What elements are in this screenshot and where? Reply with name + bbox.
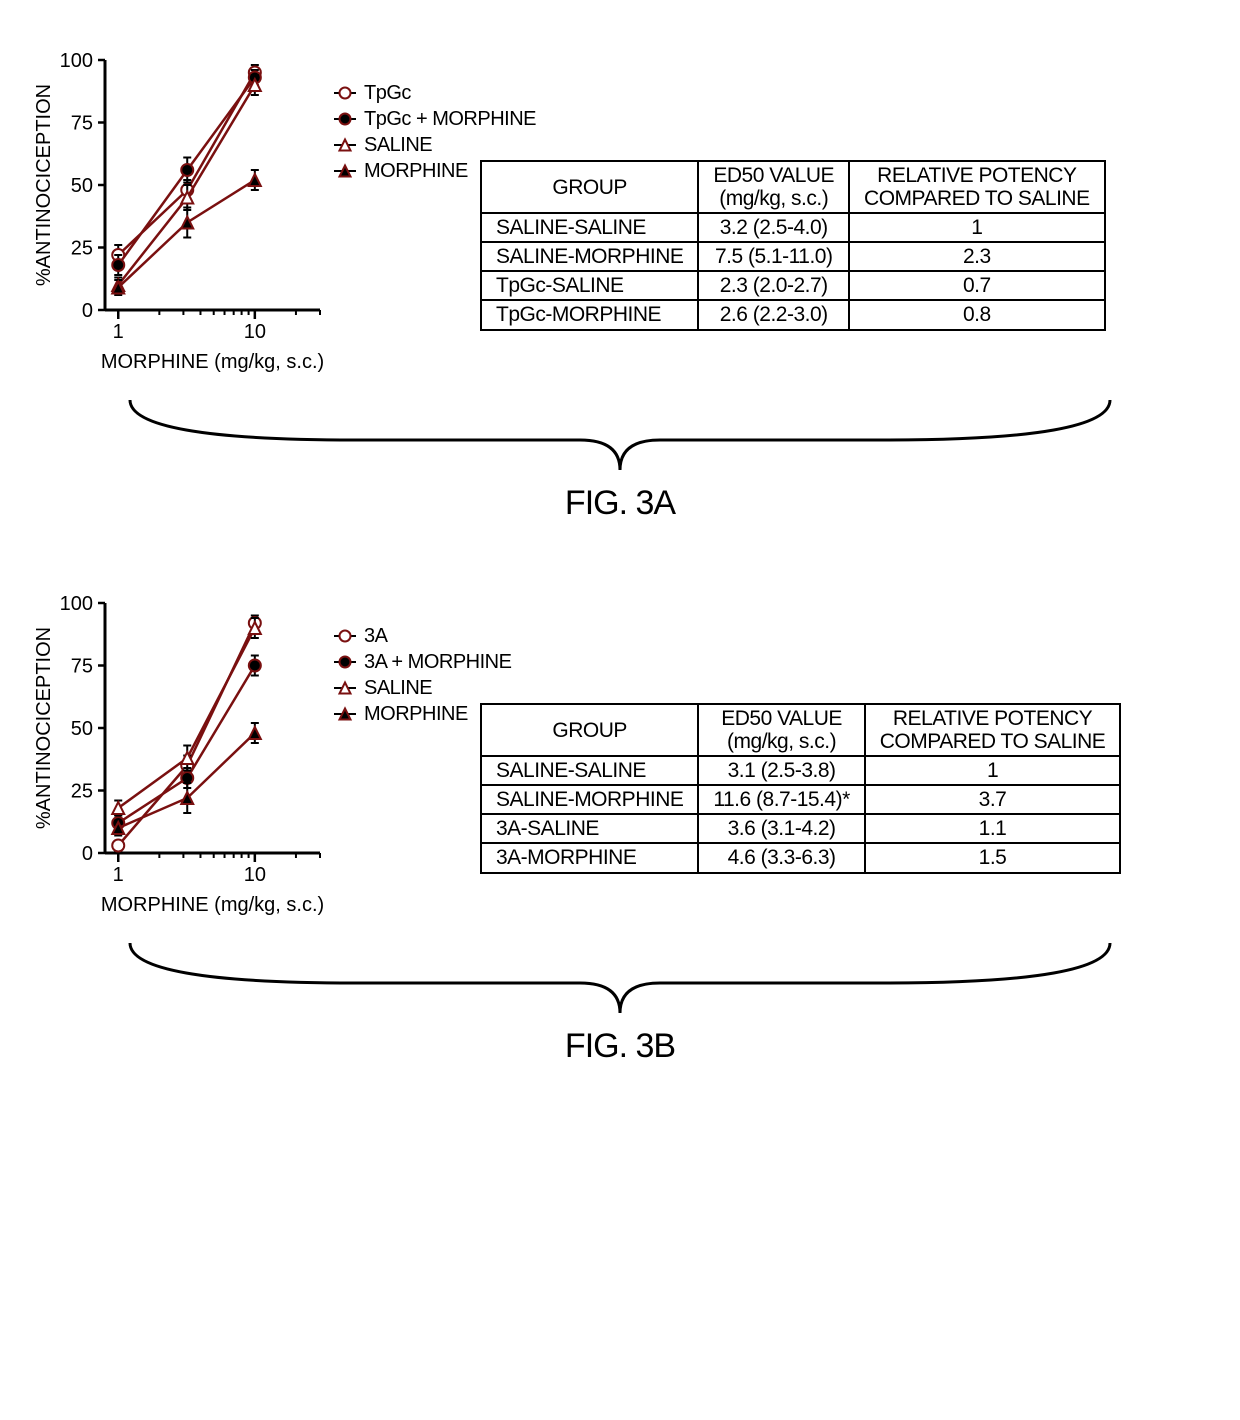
legend-label: SALINE (364, 677, 432, 700)
svg-text:0: 0 (82, 300, 93, 322)
figure-label-3a: FIG. 3A (30, 484, 1210, 523)
table-cell: 0.7 (849, 271, 1105, 300)
legend-item: 3A + MORPHINE (330, 649, 511, 675)
svg-text:25: 25 (71, 781, 93, 803)
legend-label: 3A (364, 625, 387, 648)
table-cell: 11.6 (8.7-15.4)* (698, 785, 864, 814)
svg-text:MORPHINE (mg/kg, s.c.): MORPHINE (mg/kg, s.c.) (101, 894, 324, 916)
figure-label-3b: FIG. 3B (30, 1027, 1210, 1066)
svg-text:0: 0 (82, 843, 93, 865)
table-cell: SALINE-MORPHINE (481, 242, 698, 271)
table-header: ED50 VALUE(mg/kg, s.c.) (698, 704, 864, 756)
brace-3b (30, 933, 1210, 1023)
table-cell: 1 (849, 213, 1105, 242)
table-header: ED50 VALUE(mg/kg, s.c.) (698, 161, 849, 213)
table-cell: 2.6 (2.2-3.0) (698, 300, 849, 329)
legend-marker-icon (330, 626, 360, 646)
table-row: SALINE-MORPHINE7.5 (5.1-11.0)2.3 (481, 242, 1105, 271)
legend-item: SALINE (330, 132, 536, 158)
legend-label: SALINE (364, 134, 432, 157)
legend-item: MORPHINE (330, 701, 511, 727)
legend-marker-icon (330, 135, 360, 155)
svg-text:%ANTINOCICEPTION: %ANTINOCICEPTION (33, 84, 55, 286)
legend-marker-icon (330, 652, 360, 672)
legend-marker-icon (330, 161, 360, 181)
legend-marker-icon (330, 704, 360, 724)
svg-text:50: 50 (71, 718, 93, 740)
table-cell: 3A-MORPHINE (481, 843, 698, 872)
table-row: 3A-MORPHINE4.6 (3.3-6.3)1.5 (481, 843, 1120, 872)
legend-item: TpGc (330, 80, 536, 106)
table-cell: 3.7 (865, 785, 1121, 814)
brace-3a (30, 390, 1210, 480)
svg-text:10: 10 (244, 321, 266, 343)
legend-marker-icon (330, 678, 360, 698)
svg-text:50: 50 (71, 175, 93, 197)
figure-3b: 0 25 50 75 100 1 10 MORPHINE (mg/kg, s.c.) %ANTI… (30, 583, 1210, 1066)
table-cell: 4.6 (3.3-6.3) (698, 843, 864, 872)
table-row: SALINE-SALINE3.2 (2.5-4.0)1 (481, 213, 1105, 242)
table-row: SALINE-MORPHINE11.6 (8.7-15.4)*3.7 (481, 785, 1120, 814)
figure-3a: 0 25 50 75 100 1 10 MORPHINE (mg/kg, s.c.) %ANTI… (30, 40, 1210, 523)
legend-label: TpGc (364, 82, 411, 105)
table-cell: 7.5 (5.1-11.0) (698, 242, 849, 271)
legend-label: MORPHINE (364, 160, 468, 183)
svg-text:MORPHINE (mg/kg, s.c.): MORPHINE (mg/kg, s.c.) (101, 351, 324, 373)
legend-3a: TpGc TpGc + MORPHINE SALINE MORPHINE (330, 80, 536, 184)
table-row: 3A-SALINE3.6 (3.1-4.2)1.1 (481, 814, 1120, 843)
svg-text:100: 100 (60, 50, 93, 72)
table-row: TpGc-SALINE2.3 (2.0-2.7)0.7 (481, 271, 1105, 300)
table-row: TpGc-MORPHINE2.6 (2.2-3.0)0.8 (481, 300, 1105, 329)
table-cell: 3A-SALINE (481, 814, 698, 843)
chart-3b: 0 25 50 75 100 1 10 MORPHINE (mg/kg, s.c.) %ANTI… (30, 583, 450, 923)
svg-text:25: 25 (71, 238, 93, 260)
table-3b: GROUPED50 VALUE(mg/kg, s.c.)RELATIVE POT… (480, 703, 1121, 874)
table-cell: SALINE-SALINE (481, 756, 698, 785)
table-cell: 3.2 (2.5-4.0) (698, 213, 849, 242)
table-cell: 3.6 (3.1-4.2) (698, 814, 864, 843)
svg-text:1: 1 (113, 864, 124, 886)
table-cell: 3.1 (2.5-3.8) (698, 756, 864, 785)
table-header: RELATIVE POTENCYCOMPARED TO SALINE (849, 161, 1105, 213)
legend-marker-icon (330, 109, 360, 129)
table-row: SALINE-SALINE3.1 (2.5-3.8)1 (481, 756, 1120, 785)
table-cell: SALINE-SALINE (481, 213, 698, 242)
svg-text:100: 100 (60, 593, 93, 615)
table-cell: TpGc-MORPHINE (481, 300, 698, 329)
table-cell: SALINE-MORPHINE (481, 785, 698, 814)
table-cell: 0.8 (849, 300, 1105, 329)
legend-label: MORPHINE (364, 703, 468, 726)
table-cell: 1.1 (865, 814, 1121, 843)
legend-item: TpGc + MORPHINE (330, 106, 536, 132)
legend-marker-icon (330, 83, 360, 103)
chart-3a: 0 25 50 75 100 1 10 MORPHINE (mg/kg, s.c.) %ANTI… (30, 40, 450, 380)
table-cell: TpGc-SALINE (481, 271, 698, 300)
table-cell: 1.5 (865, 843, 1121, 872)
table-cell: 2.3 (2.0-2.7) (698, 271, 849, 300)
table-3a: GROUPED50 VALUE(mg/kg, s.c.)RELATIVE POT… (480, 160, 1106, 331)
table-header: RELATIVE POTENCYCOMPARED TO SALINE (865, 704, 1121, 756)
svg-text:75: 75 (71, 656, 93, 678)
table-header: GROUP (481, 704, 698, 756)
svg-text:%ANTINOCICEPTION: %ANTINOCICEPTION (33, 627, 55, 829)
table-cell: 2.3 (849, 242, 1105, 271)
legend-3b: 3A 3A + MORPHINE SALINE MORPHINE (330, 623, 511, 727)
legend-label: 3A + MORPHINE (364, 651, 511, 674)
legend-label: TpGc + MORPHINE (364, 108, 536, 131)
svg-text:1: 1 (113, 321, 124, 343)
legend-item: MORPHINE (330, 158, 536, 184)
legend-item: 3A (330, 623, 511, 649)
svg-text:10: 10 (244, 864, 266, 886)
legend-item: SALINE (330, 675, 511, 701)
table-cell: 1 (865, 756, 1121, 785)
svg-text:75: 75 (71, 113, 93, 135)
